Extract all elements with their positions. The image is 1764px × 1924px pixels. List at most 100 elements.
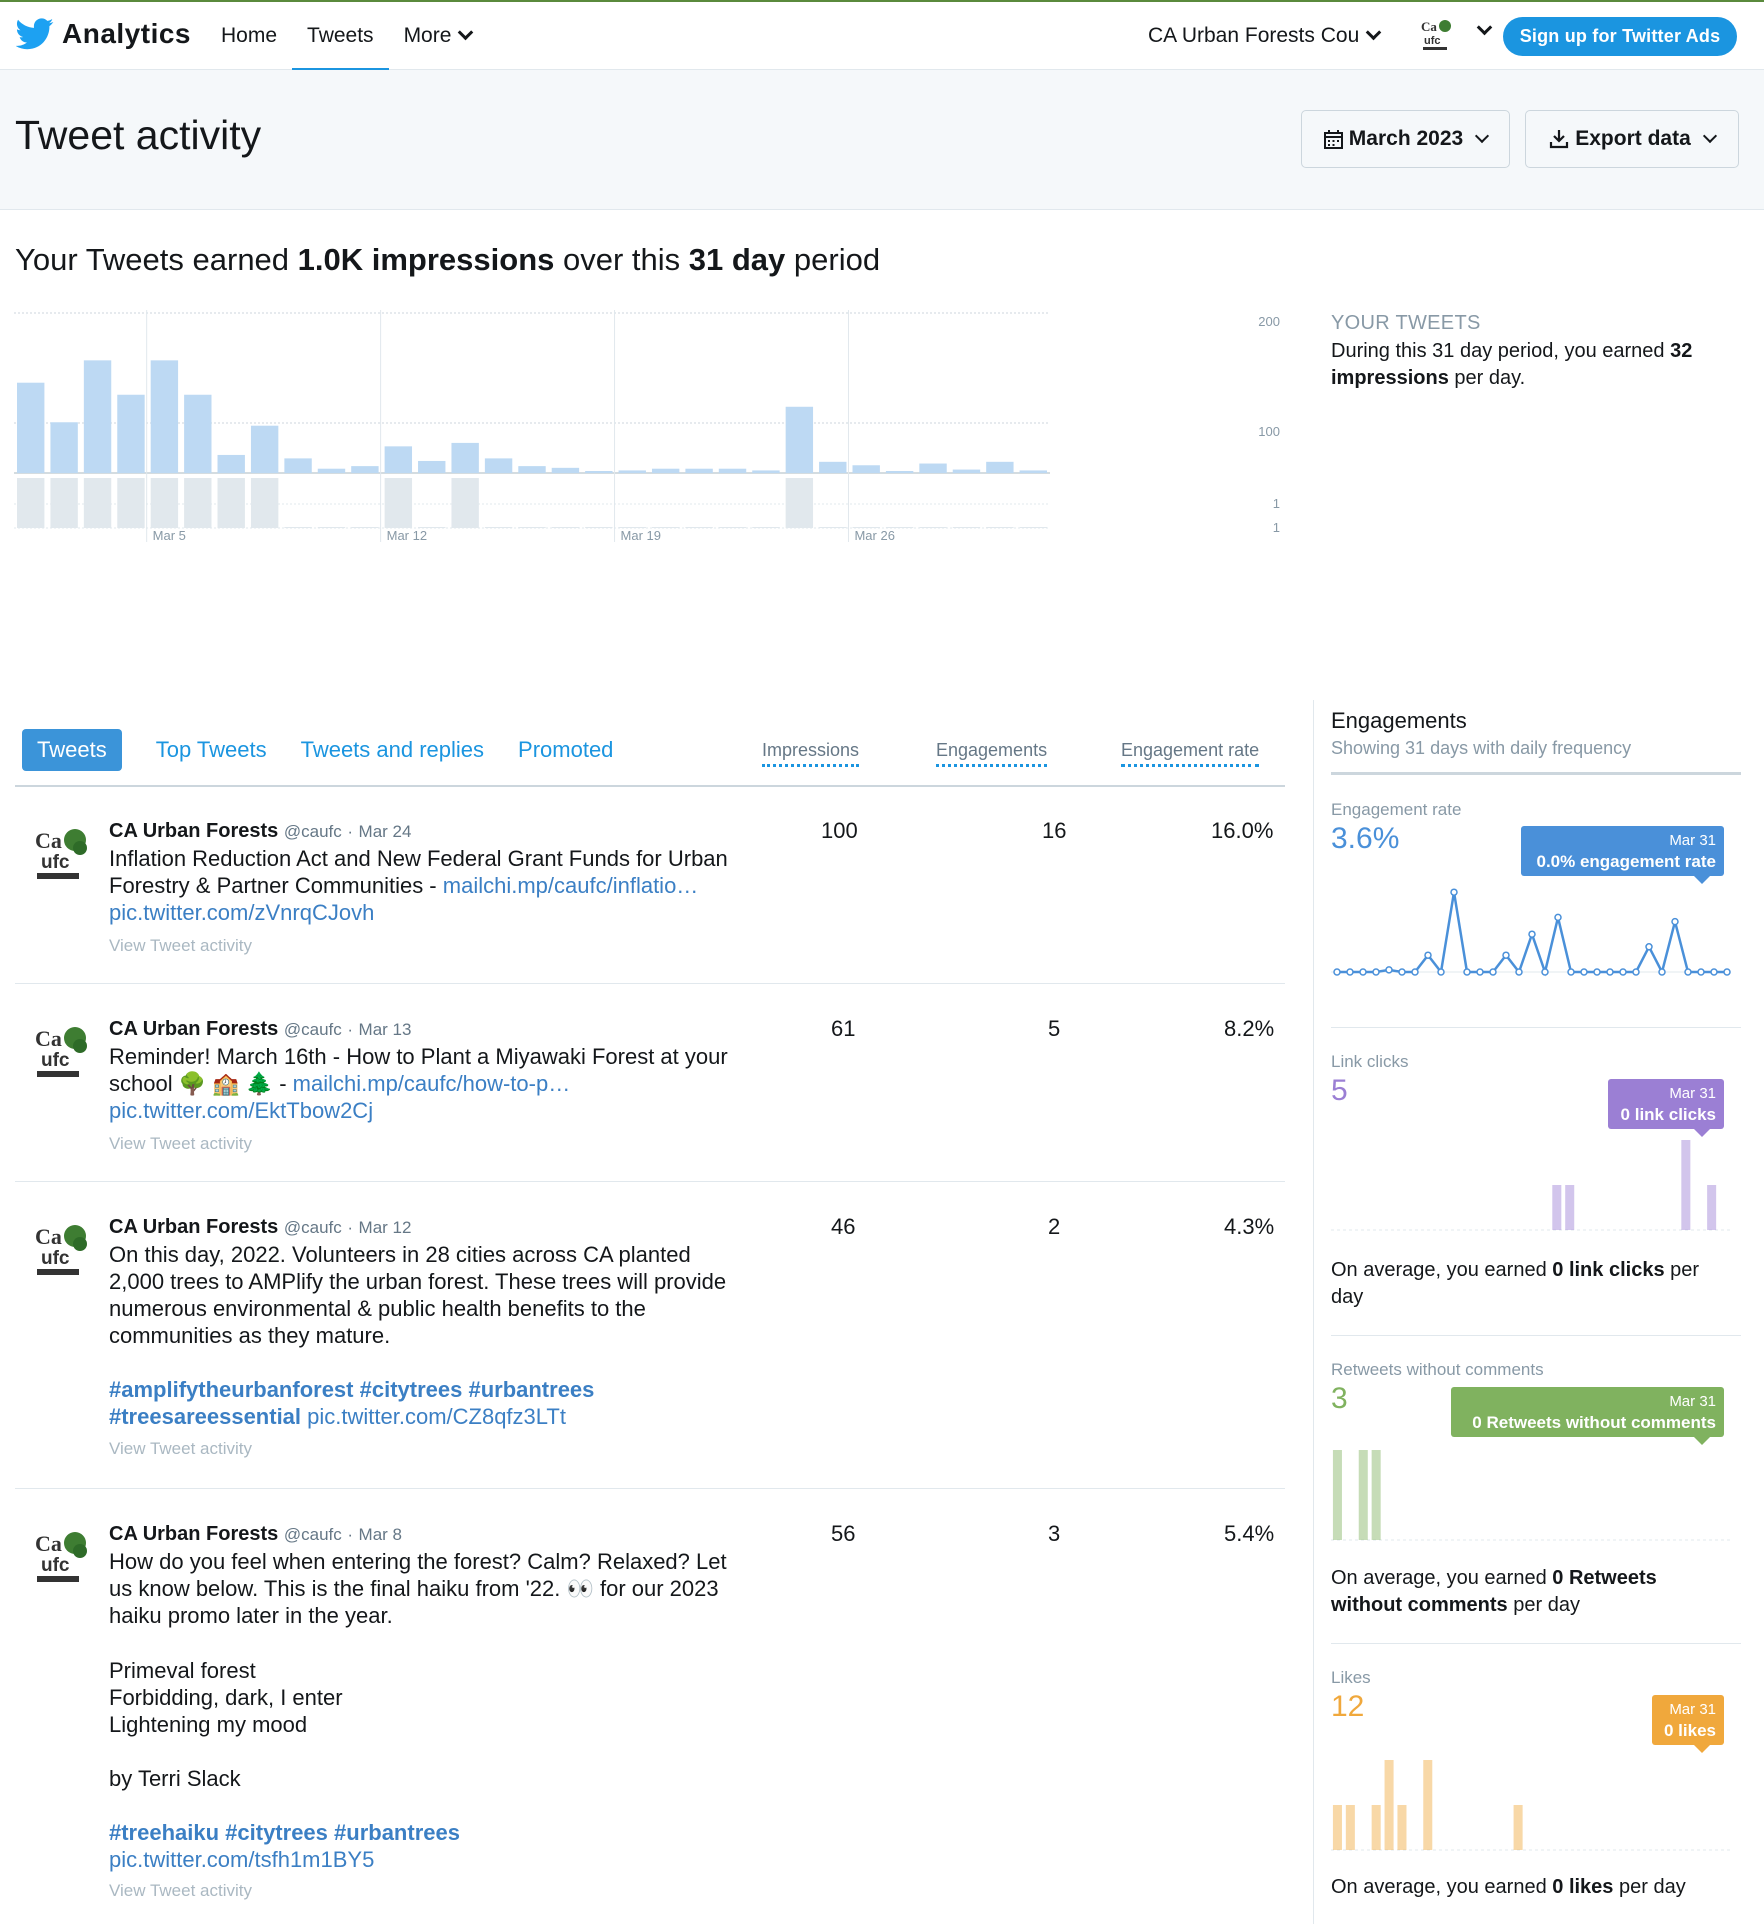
date-range-label: March 2023	[1348, 127, 1464, 150]
account-avatar[interactable]: Ca ufc	[1420, 18, 1452, 52]
tooltip-value: 0 link clicks	[1620, 1105, 1716, 1124]
tweet-dot: ·	[347, 822, 353, 841]
sparkline-point	[1411, 968, 1419, 976]
tweet-dot: ·	[347, 1218, 353, 1237]
impression-bar	[952, 469, 981, 473]
y-tick-label: 200	[1258, 314, 1280, 329]
tweet-handle[interactable]: @caufc	[283, 1525, 342, 1544]
tweet-row[interactable]: Ca ufc CA Urban Forests @caufc · Mar 24 I…	[15, 786, 1285, 983]
tab-tweets[interactable]: Tweets	[22, 729, 122, 771]
engagements-divider	[1313, 700, 1314, 1924]
row-divider	[15, 983, 1285, 984]
sign-up-ads-button[interactable]: Sign up for Twitter Ads	[1503, 17, 1737, 56]
mini-bar	[1681, 1140, 1691, 1230]
tweet-date[interactable]: Mar 24	[358, 822, 412, 841]
tweet-link[interactable]: mailchi.mp/caufc/how-to-p…	[292, 1071, 571, 1096]
row-divider	[15, 1181, 1285, 1182]
engagement-bar	[418, 527, 446, 528]
tab-tweets-and-replies[interactable]: Tweets and replies	[300, 737, 485, 762]
likes-label: Likes	[1331, 1668, 1371, 1687]
x-tick-label: Mar 26	[854, 528, 894, 543]
mini-bar	[1332, 1805, 1342, 1850]
your-tweets-text: During this 31 day period, you earned	[1331, 340, 1671, 362]
retweets-tooltip: Mar 31 0 Retweets without comments	[1451, 1387, 1724, 1445]
avatar-menu-chevron[interactable]	[1470, 19, 1493, 42]
tooltip-date: Mar 31	[1669, 832, 1716, 849]
tweet-author-name[interactable]: CA Urban Forests	[109, 1018, 279, 1040]
tweet-byline: by Terri Slack	[109, 1766, 241, 1791]
retweets-chart	[1331, 1450, 1731, 1541]
tweet-hashtags[interactable]: #treehaiku #citytrees #urbantrees	[109, 1820, 460, 1845]
export-data-button[interactable]: Export data	[1525, 110, 1739, 168]
tweet-hashtag[interactable]: #treesareessential	[109, 1404, 302, 1429]
nav-home[interactable]: Home	[206, 2, 292, 70]
analytics-brand[interactable]: Analytics	[16, 18, 191, 50]
column-engagements[interactable]: Engagements	[936, 740, 1048, 767]
tweet-author-name[interactable]: CA Urban Forests	[109, 820, 279, 842]
summary-period: 31 day	[688, 242, 786, 277]
view-tweet-activity-link[interactable]: View Tweet activity	[109, 1134, 252, 1153]
sparkline-point	[1372, 968, 1380, 976]
tweet-date[interactable]: Mar 8	[358, 1525, 403, 1544]
impressions-chart: Mar 5 Mar 12 Mar 19 Mar 26 200 100 1 1	[14, 310, 1280, 543]
tweet-dot: ·	[347, 1020, 353, 1039]
account-switcher[interactable]: CA Urban Forests Cou	[1148, 24, 1382, 48]
tweet-row[interactable]: Ca ufc CA Urban Forests @caufc · Mar 12 O…	[15, 1182, 1285, 1488]
tweet-handle[interactable]: @caufc	[283, 1020, 342, 1039]
nav-more[interactable]: More	[389, 2, 487, 70]
mini-bar	[1397, 1805, 1407, 1850]
engagement-bar	[351, 527, 379, 528]
tweet-impressions: 61	[831, 1016, 856, 1041]
tweet-links[interactable]: mailchi.mp/caufc/inflatio… pic.twitter.c…	[109, 873, 699, 925]
tweet-pic-link[interactable]: pic.twitter.com/EktTbow2Cj	[109, 1098, 374, 1123]
your-tweets-summary: During this 31 day period, you earned 32…	[1331, 338, 1731, 392]
tweet-pic-link[interactable]: pic.twitter.com/tsfh1m1BY5	[109, 1847, 375, 1872]
svg-text:ufc: ufc	[41, 1050, 70, 1071]
view-tweet-activity-link[interactable]: View Tweet activity	[109, 1881, 252, 1900]
impression-bar	[184, 394, 212, 473]
sparkline-point	[1346, 968, 1354, 976]
sparkline-point	[1450, 888, 1458, 896]
tweet-text: On this day, 2022. Volunteers in 28 citi…	[109, 1242, 727, 1348]
tweet-author-name[interactable]: CA Urban Forests	[109, 1523, 279, 1545]
tweet-pic-link[interactable]: pic.twitter.com/CZ8qfz3LTt	[307, 1404, 566, 1429]
twitter-bird-icon	[16, 18, 54, 50]
sparkline-point	[1463, 968, 1471, 976]
tweet-date[interactable]: Mar 13	[358, 1020, 412, 1039]
your-tweets-title: YOUR TWEETS	[1331, 312, 1481, 334]
engagement-bar	[651, 527, 680, 528]
tab-top-tweets[interactable]: Top Tweets	[155, 737, 267, 762]
engagement-rate-sparkline	[1331, 888, 1731, 977]
tweet-handle[interactable]: @caufc	[283, 822, 342, 841]
table-header-divider	[15, 785, 1285, 787]
engagement-bar	[518, 527, 546, 528]
impression-bar	[852, 465, 880, 473]
x-tick-label: Mar 5	[153, 528, 186, 543]
tweet-handle[interactable]: @caufc	[283, 1218, 342, 1237]
engagement-bar	[718, 527, 747, 528]
link-clicks-value: 5	[1331, 1074, 1348, 1107]
engagement-bar	[50, 478, 78, 528]
likes-value: 12	[1331, 1690, 1365, 1723]
sparkline-point	[1528, 930, 1536, 938]
column-engagement-rate[interactable]: Engagement rate	[1121, 740, 1260, 767]
tab-promoted[interactable]: Promoted	[518, 737, 614, 762]
tweet-hashtags[interactable]: #amplifytheurbanforest #citytrees #urban…	[109, 1377, 595, 1402]
chevron-down-icon	[458, 24, 474, 41]
date-range-button[interactable]: March 2023	[1301, 110, 1510, 168]
column-impressions[interactable]: Impressions	[762, 740, 860, 767]
svg-text:Ca: Ca	[35, 828, 62, 853]
view-tweet-activity-link[interactable]: View Tweet activity	[109, 936, 252, 955]
engagement-bar	[885, 527, 914, 528]
sparkline-point	[1424, 951, 1432, 959]
tweet-row[interactable]: Ca ufc CA Urban Forests @caufc · Mar 8 Ho…	[15, 1489, 1285, 1924]
tweet-author-name[interactable]: CA Urban Forests	[109, 1216, 279, 1238]
sparkline-point	[1437, 968, 1445, 976]
tweet-engagement-rate: 16.0%	[1211, 818, 1274, 843]
tweet-impressions: 56	[831, 1521, 856, 1546]
summary-impressions: 1.0K impressions	[297, 242, 555, 277]
view-tweet-activity-link[interactable]: View Tweet activity	[109, 1439, 252, 1458]
tweet-row[interactable]: Ca ufc CA Urban Forests @caufc · Mar 13 R…	[15, 984, 1285, 1181]
nav-tweets[interactable]: Tweets	[292, 2, 389, 72]
tweet-date[interactable]: Mar 12	[358, 1218, 412, 1237]
